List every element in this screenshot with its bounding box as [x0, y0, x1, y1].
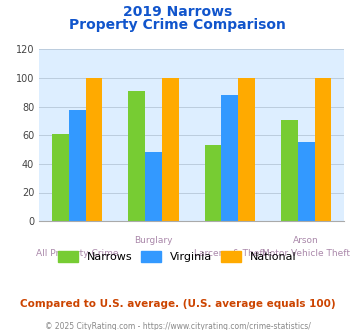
- Text: Property Crime Comparison: Property Crime Comparison: [69, 18, 286, 32]
- Bar: [298, 143, 315, 221]
- Text: Larceny & Theft: Larceny & Theft: [194, 249, 266, 258]
- Bar: [205, 145, 222, 221]
- Text: Arson: Arson: [293, 236, 319, 245]
- Text: Burglary: Burglary: [134, 236, 173, 245]
- Bar: [129, 91, 145, 221]
- Text: Motor Vehicle Theft: Motor Vehicle Theft: [262, 249, 350, 258]
- Bar: [238, 78, 255, 221]
- Bar: [52, 134, 69, 221]
- Text: 2019 Narrows: 2019 Narrows: [123, 5, 232, 19]
- Bar: [86, 78, 102, 221]
- Bar: [69, 110, 86, 221]
- Bar: [281, 119, 298, 221]
- Bar: [162, 78, 179, 221]
- Bar: [145, 152, 162, 221]
- Bar: [222, 95, 238, 221]
- Legend: Narrows, Virginia, National: Narrows, Virginia, National: [54, 247, 301, 267]
- Text: © 2025 CityRating.com - https://www.cityrating.com/crime-statistics/: © 2025 CityRating.com - https://www.city…: [45, 322, 310, 330]
- Text: Compared to U.S. average. (U.S. average equals 100): Compared to U.S. average. (U.S. average …: [20, 299, 335, 309]
- Text: All Property Crime: All Property Crime: [36, 249, 119, 258]
- Bar: [315, 78, 331, 221]
